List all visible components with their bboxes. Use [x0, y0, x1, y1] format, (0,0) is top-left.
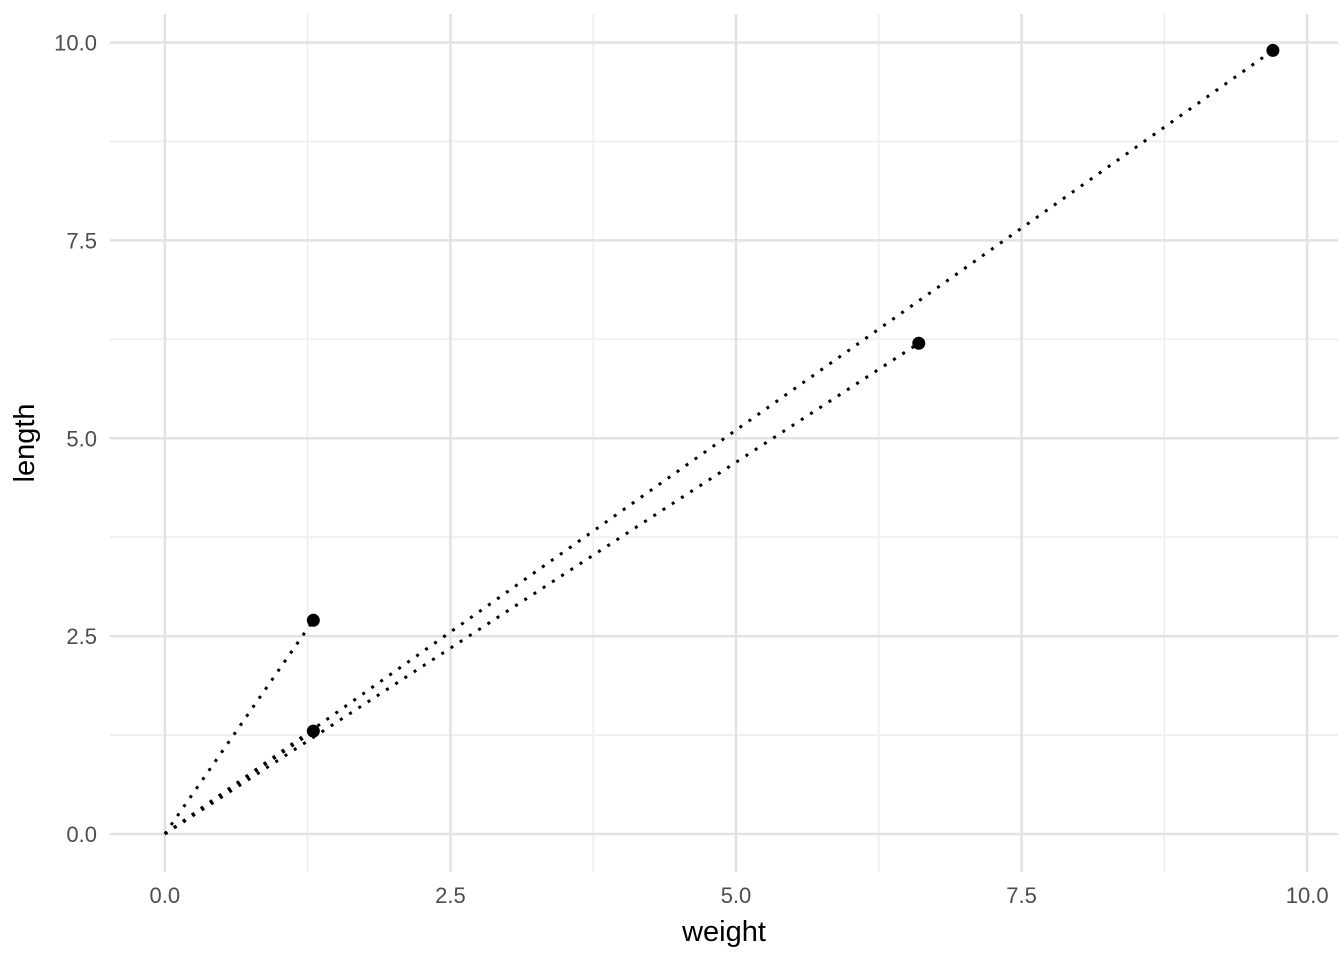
x-tick-label: 5.0 [721, 883, 752, 908]
origin-segment [163, 49, 1274, 836]
y-tick-label: 10.0 [54, 30, 97, 55]
x-axis-title: weight [681, 916, 766, 948]
x-axis-tick-labels: 0.0 2.5 5.0 7.5 10.0 [150, 883, 1329, 908]
major-gridlines [110, 14, 1338, 872]
y-tick-label: 0.0 [66, 822, 97, 847]
y-tick-label: 2.5 [66, 624, 97, 649]
origin-segment [164, 342, 920, 836]
data-points [306, 43, 1280, 738]
x-tick-label: 0.0 [150, 883, 181, 908]
minor-gridlines [110, 14, 1338, 872]
data-point [912, 336, 926, 350]
x-tick-label: 2.5 [435, 883, 466, 908]
data-point [306, 724, 320, 738]
data-point [306, 613, 320, 627]
y-tick-label: 5.0 [66, 426, 97, 451]
origin-segment [163, 619, 315, 835]
y-tick-label: 7.5 [66, 228, 97, 253]
x-tick-label: 7.5 [1006, 883, 1037, 908]
data-point [1266, 43, 1280, 57]
x-tick-label: 10.0 [1286, 883, 1329, 908]
origin-segments [163, 49, 1274, 836]
y-axis-tick-labels: 0.0 2.5 5.0 7.5 10.0 [54, 30, 97, 847]
y-axis-title: length [9, 403, 41, 482]
